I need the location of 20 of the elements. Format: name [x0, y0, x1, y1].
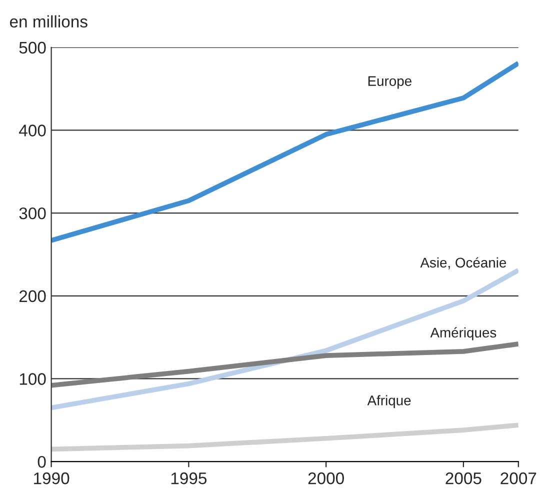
- series-label: Asie, Océanie: [420, 257, 506, 270]
- line-series: [51, 422, 518, 452]
- series-label: Europe: [368, 76, 412, 89]
- series-label: Afrique: [367, 395, 411, 408]
- x-tick-label: 2007: [500, 472, 536, 484]
- line-series: [51, 342, 518, 388]
- y-tick-label: 400: [19, 124, 46, 136]
- x-tick-label: 1995: [171, 472, 207, 484]
- y-tick-label: 0: [38, 456, 46, 468]
- y-axis-title: en millions: [10, 15, 88, 28]
- x-tick-label: 1990: [34, 472, 70, 484]
- line-series: [51, 268, 518, 410]
- x-tick-label: 2000: [308, 472, 344, 484]
- series-label: Amériques: [430, 327, 496, 340]
- y-tick-label: 200: [19, 290, 46, 302]
- x-tick-label: 2005: [446, 472, 482, 484]
- line-series: [51, 60, 518, 243]
- y-tick-label: 500: [19, 42, 46, 54]
- y-tick-label: 300: [19, 207, 46, 220]
- y-tick-label: 100: [20, 373, 46, 385]
